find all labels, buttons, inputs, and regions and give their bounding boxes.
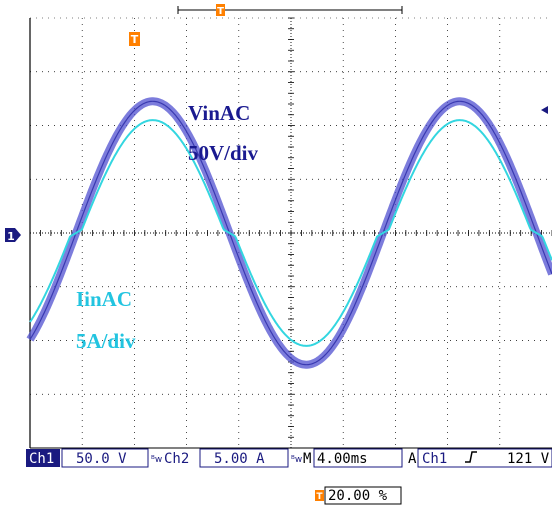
acquisition-mode: A — [408, 451, 417, 467]
trigger-level[interactable]: 121 V — [507, 451, 550, 467]
trigger-point-letter: T — [131, 33, 139, 46]
ch1-ground-marker-icon: 1 — [5, 228, 21, 243]
vin-scale-label: 50V/div — [188, 141, 259, 165]
ch1-scale[interactable]: 50.0 V — [76, 451, 127, 467]
readout-bar: Ch1 50.0 V ᴮw Ch2 5.00 A ᴮw M 4.00ms A C… — [26, 448, 552, 468]
ch2-scale[interactable]: 5.00 A — [214, 451, 265, 467]
timebase-prefix: M — [303, 451, 311, 467]
iin-name-label: IinAC — [76, 287, 132, 311]
ch1-bandwidth-icon: ᴮw — [151, 455, 162, 465]
trigger-marker-letter: T — [217, 6, 224, 17]
ch2-bandwidth-icon: ᴮw — [291, 455, 302, 465]
graticule — [29, 17, 552, 449]
record-position-bar — [177, 6, 403, 14]
trigger-point-icon: T — [129, 32, 140, 46]
rising-edge-icon — [465, 451, 477, 463]
vin-name-label: VinAC — [188, 101, 250, 125]
waveform-traces — [26, 97, 552, 369]
vinac-trace-core — [29, 100, 552, 366]
timebase-value[interactable]: 4.00ms — [317, 451, 368, 467]
ch1-tag-box[interactable] — [26, 449, 60, 467]
ch1-tag[interactable]: Ch1 — [29, 451, 54, 467]
trigger-position-letter: T — [316, 492, 323, 502]
iinac-trace — [29, 119, 552, 347]
trigger-source[interactable]: Ch1 — [422, 451, 447, 467]
ch2-tag[interactable]: Ch2 — [164, 451, 189, 467]
trigger-position-value: 20.00 % — [328, 488, 388, 504]
trigger-level-arrow-icon — [541, 106, 548, 114]
ch1-ground-label: 1 — [7, 230, 15, 243]
trigger-position-icon[interactable]: T — [216, 4, 225, 17]
iin-scale-label: 5A/div — [76, 329, 136, 353]
trigger-position-readout[interactable]: T 20.00 % — [315, 486, 402, 505]
